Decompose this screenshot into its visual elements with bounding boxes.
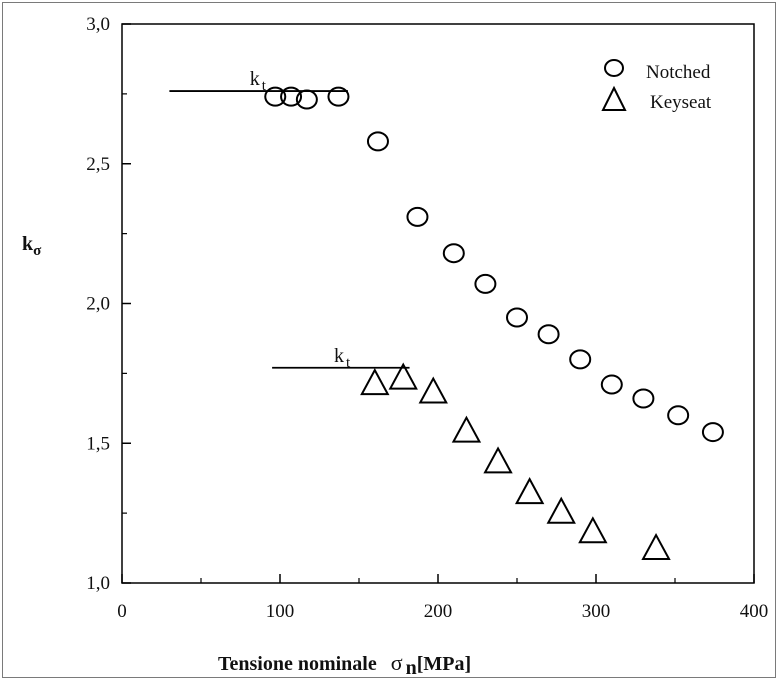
notched-point	[406, 206, 429, 227]
notched-point	[537, 324, 560, 345]
keyseat-point	[578, 516, 608, 544]
notched-point	[366, 131, 389, 152]
notched-point	[701, 422, 724, 443]
notched-point	[600, 374, 623, 395]
x-axis-label: Tensione nominale σ n[MPa]	[218, 650, 471, 679]
x-tick-label: 0	[117, 601, 127, 622]
legend: Notched Keyseat	[601, 59, 712, 113]
x-axis-label-text: Tensione nominale	[218, 653, 377, 675]
notched-point	[474, 273, 497, 294]
legend-marker-notched	[604, 59, 624, 77]
keyseat-point	[641, 532, 671, 561]
figure-frame	[2, 2, 776, 678]
keyseat-point	[360, 368, 390, 396]
keyseat-point	[418, 376, 448, 404]
notched-point	[632, 388, 655, 409]
y-tick-label: 1,5	[86, 433, 110, 454]
x-axis: 0 100 200 300 400	[117, 574, 768, 622]
notched-point	[569, 349, 592, 370]
x-tick-label: 200	[424, 601, 453, 622]
y-axis: 1,0 1,5 2,0 2,5 3,0	[86, 14, 131, 594]
keyseat-point	[514, 477, 545, 505]
notched-point	[506, 307, 528, 328]
y-axis-label-main: k	[22, 233, 34, 255]
x-axis-label-unit: [MPa]	[417, 653, 471, 675]
notched-point	[327, 86, 350, 107]
y-tick-label: 1,0	[86, 573, 110, 594]
y-tick-label: 2,0	[86, 294, 110, 315]
y-axis-label-sub: σ	[33, 243, 42, 259]
x-tick-label: 100	[266, 601, 295, 622]
legend-label-keyseat: Keyseat	[650, 92, 712, 113]
keyseat-point	[451, 415, 482, 443]
data-marks	[264, 86, 724, 561]
x-tick-label: 300	[582, 601, 611, 622]
x-tick-label: 400	[740, 601, 769, 622]
notched-point	[264, 86, 287, 107]
notched-point	[280, 86, 303, 107]
legend-marker-keyseat	[601, 85, 627, 111]
keyseat-point	[546, 496, 576, 524]
x-axis-label-subscript: n	[406, 657, 417, 679]
keyseat-point	[483, 446, 513, 474]
legend-label-notched: Notched	[646, 62, 711, 83]
y-tick-label: 2,5	[86, 154, 110, 175]
notched-point	[667, 405, 690, 426]
x-axis-label-symbol: σ	[391, 650, 403, 675]
notched-point	[442, 243, 465, 264]
keyseat-point	[388, 362, 418, 390]
y-axis-label: kσ	[22, 233, 42, 259]
y-tick-label: 3,0	[86, 14, 110, 35]
notched-point	[295, 89, 318, 110]
annotations: k t k t	[169, 68, 410, 371]
